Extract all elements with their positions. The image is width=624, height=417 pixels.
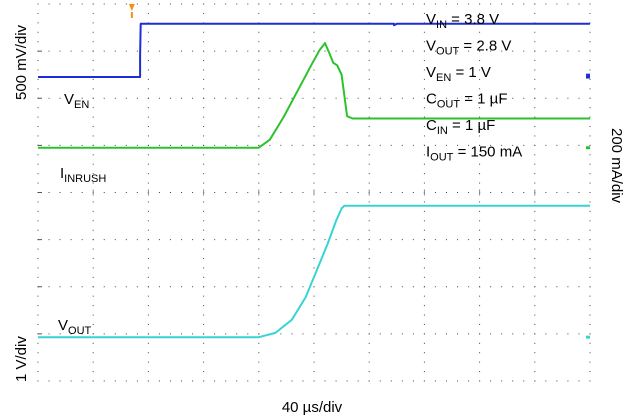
condition-1: VOUT = 2.8 V [426,38,511,58]
trace-vout [38,204,590,339]
label-vout: VOUT [58,317,92,337]
trigger-marker [128,4,135,18]
condition-3: COUT = 1 µF [426,91,508,111]
condition-2: VEN = 1 V [426,64,491,84]
condition-5: IOUT = 150 mA [426,144,522,164]
y-left-scale-top: 500 mV/div [13,24,30,100]
vout-ref-marker [586,335,590,339]
ven-ref-marker [586,75,590,79]
trace-ven [38,22,590,78]
condition-4: CIN = 1 µF [426,117,495,137]
trace-iinrush [38,42,590,149]
traces [38,4,590,339]
test-conditions: VIN = 3.8 V VOUT = 2.8 V VEN = 1 V COUT = 1… [426,11,522,164]
condition-0: VIN = 3.8 V [426,11,499,31]
label-ven: VEN [64,91,89,111]
y-left-scale-bottom: 1 V/div [13,336,30,382]
y-right-scale: 200 mA/div [608,128,624,204]
inrush-ref-marker [586,146,590,150]
graticule [37,3,591,382]
label-iinrush: IINRUSH [60,165,106,185]
x-scale: 40 µs/div [282,399,343,416]
